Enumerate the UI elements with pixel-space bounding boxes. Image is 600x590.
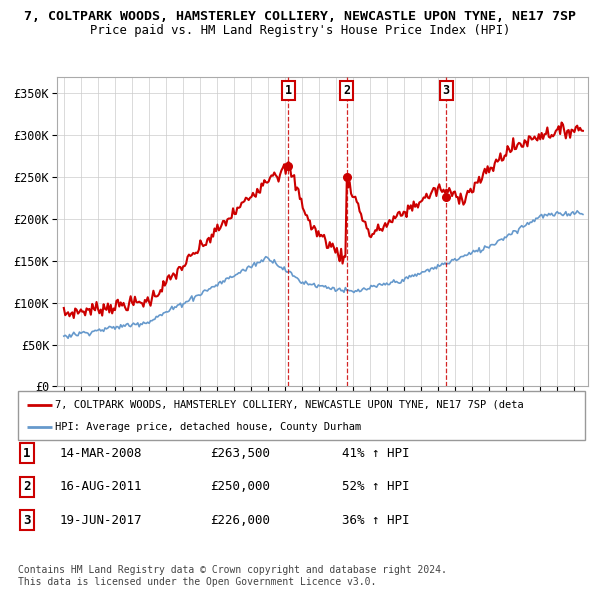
Text: 1: 1 (285, 84, 292, 97)
Text: 52% ↑ HPI: 52% ↑ HPI (342, 480, 409, 493)
Text: 14-MAR-2008: 14-MAR-2008 (60, 447, 143, 460)
Text: £226,000: £226,000 (210, 514, 270, 527)
Text: £250,000: £250,000 (210, 480, 270, 493)
Text: 41% ↑ HPI: 41% ↑ HPI (342, 447, 409, 460)
Text: 16-AUG-2011: 16-AUG-2011 (60, 480, 143, 493)
Text: 2: 2 (23, 480, 31, 493)
Text: £263,500: £263,500 (210, 447, 270, 460)
Text: 36% ↑ HPI: 36% ↑ HPI (342, 514, 409, 527)
Text: HPI: Average price, detached house, County Durham: HPI: Average price, detached house, Coun… (55, 422, 361, 432)
Text: 7, COLTPARK WOODS, HAMSTERLEY COLLIERY, NEWCASTLE UPON TYNE, NE17 7SP (deta: 7, COLTPARK WOODS, HAMSTERLEY COLLIERY, … (55, 399, 524, 409)
Text: 3: 3 (23, 514, 31, 527)
Text: 2: 2 (343, 84, 350, 97)
Text: Price paid vs. HM Land Registry's House Price Index (HPI): Price paid vs. HM Land Registry's House … (90, 24, 510, 37)
Text: 19-JUN-2017: 19-JUN-2017 (60, 514, 143, 527)
Text: 3: 3 (442, 84, 449, 97)
Text: 1: 1 (23, 447, 31, 460)
Text: 7, COLTPARK WOODS, HAMSTERLEY COLLIERY, NEWCASTLE UPON TYNE, NE17 7SP: 7, COLTPARK WOODS, HAMSTERLEY COLLIERY, … (24, 10, 576, 23)
Text: Contains HM Land Registry data © Crown copyright and database right 2024.
This d: Contains HM Land Registry data © Crown c… (18, 565, 447, 587)
